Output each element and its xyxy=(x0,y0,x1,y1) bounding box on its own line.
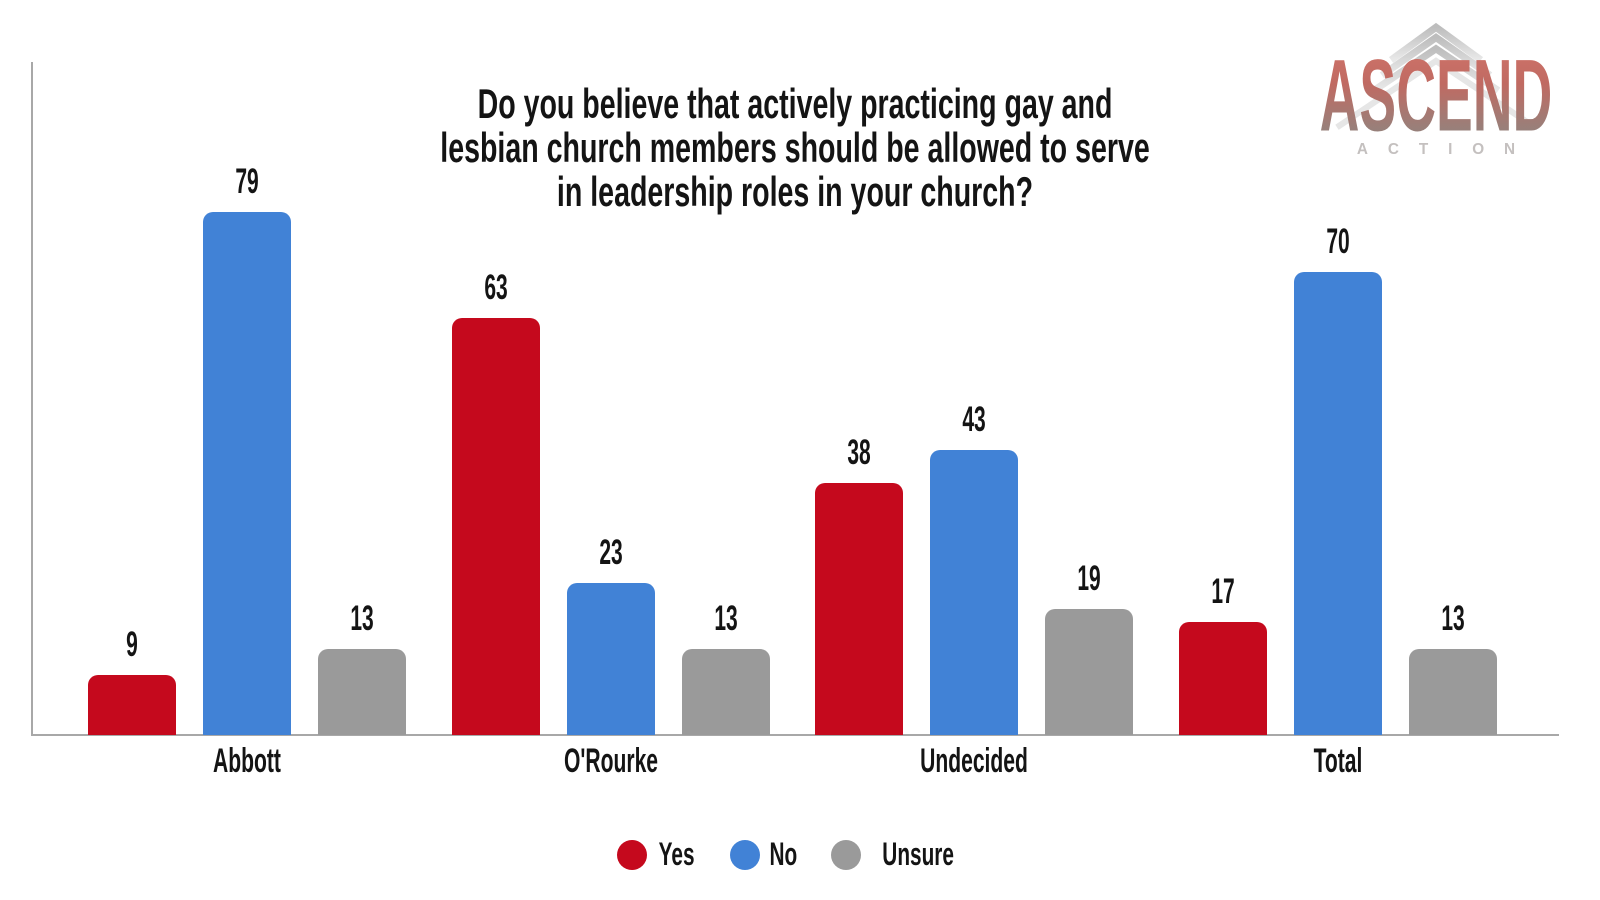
legend: Yes No Unsure xyxy=(0,836,1590,873)
bar-value-label-undecided-yes: 38 xyxy=(847,433,872,473)
bar-undecided-no xyxy=(930,450,1019,735)
bar-o-rourke-yes xyxy=(451,317,540,735)
chart-title-line-1: Do you believe that actively practicing … xyxy=(477,80,1113,127)
legend-label-yes: Yes xyxy=(658,836,695,872)
chart-title-line-3: in leadership roles in your church? xyxy=(556,168,1034,215)
legend-item-no: No xyxy=(730,836,805,873)
bar-undecided-yes xyxy=(815,483,904,735)
bar-value-label-o-rourke-yes: 63 xyxy=(484,267,508,307)
legend-label-no: No xyxy=(769,836,798,872)
legend-swatch-no-icon xyxy=(730,839,761,870)
bar-value-label-abbott-unsure: 13 xyxy=(350,598,374,638)
bar-value-label-total-unsure: 13 xyxy=(1441,598,1465,638)
chart-title: Do you believe that actively practicing … xyxy=(254,82,1335,214)
legend-label-unsure: Unsure xyxy=(882,836,954,872)
category-label-abbott: Abbott xyxy=(213,742,281,780)
legend-item-unsure: Unsure xyxy=(830,836,973,873)
bar-o-rourke-no xyxy=(566,582,655,735)
category-label-o-rourke: O'Rourke xyxy=(563,742,658,780)
logo-chevrons-icon xyxy=(1335,22,1537,130)
chart-title-line-2: lesbian church members should be allowed… xyxy=(440,124,1150,171)
bar-total-unsure xyxy=(1409,648,1498,735)
category-label-total: Total xyxy=(1313,742,1363,780)
x-axis-line xyxy=(31,734,1559,736)
ascend-action-logo: ASCEND ACTION xyxy=(1320,22,1553,158)
bar-abbott-unsure xyxy=(318,648,406,735)
bar-value-label-o-rourke-no: 23 xyxy=(599,532,623,572)
bar-value-label-o-rourke-unsure: 13 xyxy=(714,598,738,638)
legend-swatch-unsure-icon xyxy=(830,839,861,870)
bar-abbott-no xyxy=(203,212,291,735)
bar-undecided-unsure xyxy=(1045,609,1134,735)
logo-brand-text: ASCEND xyxy=(1320,38,1553,152)
bar-value-label-total-no: 70 xyxy=(1326,221,1350,261)
bar-total-yes xyxy=(1179,622,1268,735)
bar-value-label-undecided-unsure: 19 xyxy=(1077,559,1102,599)
category-label-undecided: Undecided xyxy=(920,742,1029,780)
bar-o-rourke-unsure xyxy=(681,648,770,735)
bar-total-no xyxy=(1294,271,1383,735)
bar-value-label-total-yes: 17 xyxy=(1211,572,1235,612)
bar-value-label-abbott-no: 79 xyxy=(235,162,259,202)
bar-abbott-yes xyxy=(88,675,176,735)
bar-value-label-undecided-no: 43 xyxy=(962,400,987,440)
legend-swatch-yes-icon xyxy=(616,839,647,870)
bar-value-label-abbott-yes: 9 xyxy=(126,625,138,665)
legend-item-yes: Yes xyxy=(616,836,704,873)
y-axis-line xyxy=(31,62,33,735)
